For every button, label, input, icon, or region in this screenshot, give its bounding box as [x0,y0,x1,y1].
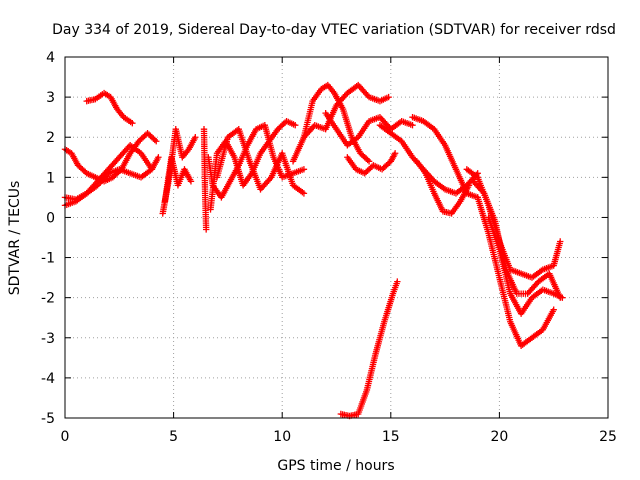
data-point-marker [300,190,308,197]
series-track-s [463,166,564,281]
data-point-marker [151,136,158,144]
series-track-f [161,154,195,205]
x-tick-label: 5 [169,429,178,445]
series-track-j [213,126,308,197]
series-track-t [470,178,564,301]
data-point-marker [364,156,371,164]
series-track-l [300,81,392,141]
data-point-marker [365,158,373,165]
x-tick-label: 20 [490,429,508,445]
axis-ticks: 0 5 10 15 20 25 -5 -4 -3 -2 -1 0 1 2 3 4 [41,50,617,445]
series-track-g [200,126,210,233]
data-point-marker [155,154,162,161]
x-axis-label: GPS time / hours [277,458,394,474]
data-point-marker [202,226,210,233]
data-point-marker [409,121,416,129]
y-tick-label: -5 [41,411,55,427]
data-point-marker [153,138,160,145]
series-track-d [83,89,136,127]
y-tick-label: -1 [41,251,55,267]
series-track-m [322,109,416,149]
data-point-marker [385,93,392,101]
x-tick-label: 10 [273,429,291,445]
data-point-marker [550,306,557,313]
y-tick-label: 3 [46,90,55,106]
data-point-marker [394,278,401,285]
data-series [61,81,566,420]
y-tick-label: 0 [46,210,55,226]
data-point-marker [559,294,566,301]
data-point-marker [300,166,308,173]
data-point-marker [391,150,399,157]
series-track-q [409,113,481,201]
series-track-r [413,158,473,217]
data-point-marker [292,121,299,129]
x-tick-label: 15 [382,429,400,445]
series-track-i [207,117,299,213]
y-tick-label: 2 [46,130,55,146]
x-tick-label: 25 [599,429,617,445]
series-track-c [61,154,162,209]
series-track-p [376,121,481,197]
y-tick-label: -2 [41,291,55,307]
y-tick-label: 1 [46,170,55,186]
data-point-marker [129,119,136,127]
data-point-marker [192,134,199,141]
series-track-o [337,278,401,420]
data-point-marker [557,238,564,245]
data-point-marker [187,178,195,185]
series-track-v [485,214,566,317]
y-axis-label: SDTVAR / TECUs [7,181,23,296]
x-tick-label: 0 [61,429,70,445]
y-tick-label: -3 [41,331,55,347]
data-point-marker [465,182,473,189]
y-tick-label: -4 [41,371,55,387]
series-track-n [344,150,399,177]
chart-title: Day 334 of 2019, Sidereal Day-to-day VTE… [52,22,616,38]
series-track-k [289,81,373,165]
y-tick-label: 4 [46,50,55,66]
plot-frame [64,56,609,419]
